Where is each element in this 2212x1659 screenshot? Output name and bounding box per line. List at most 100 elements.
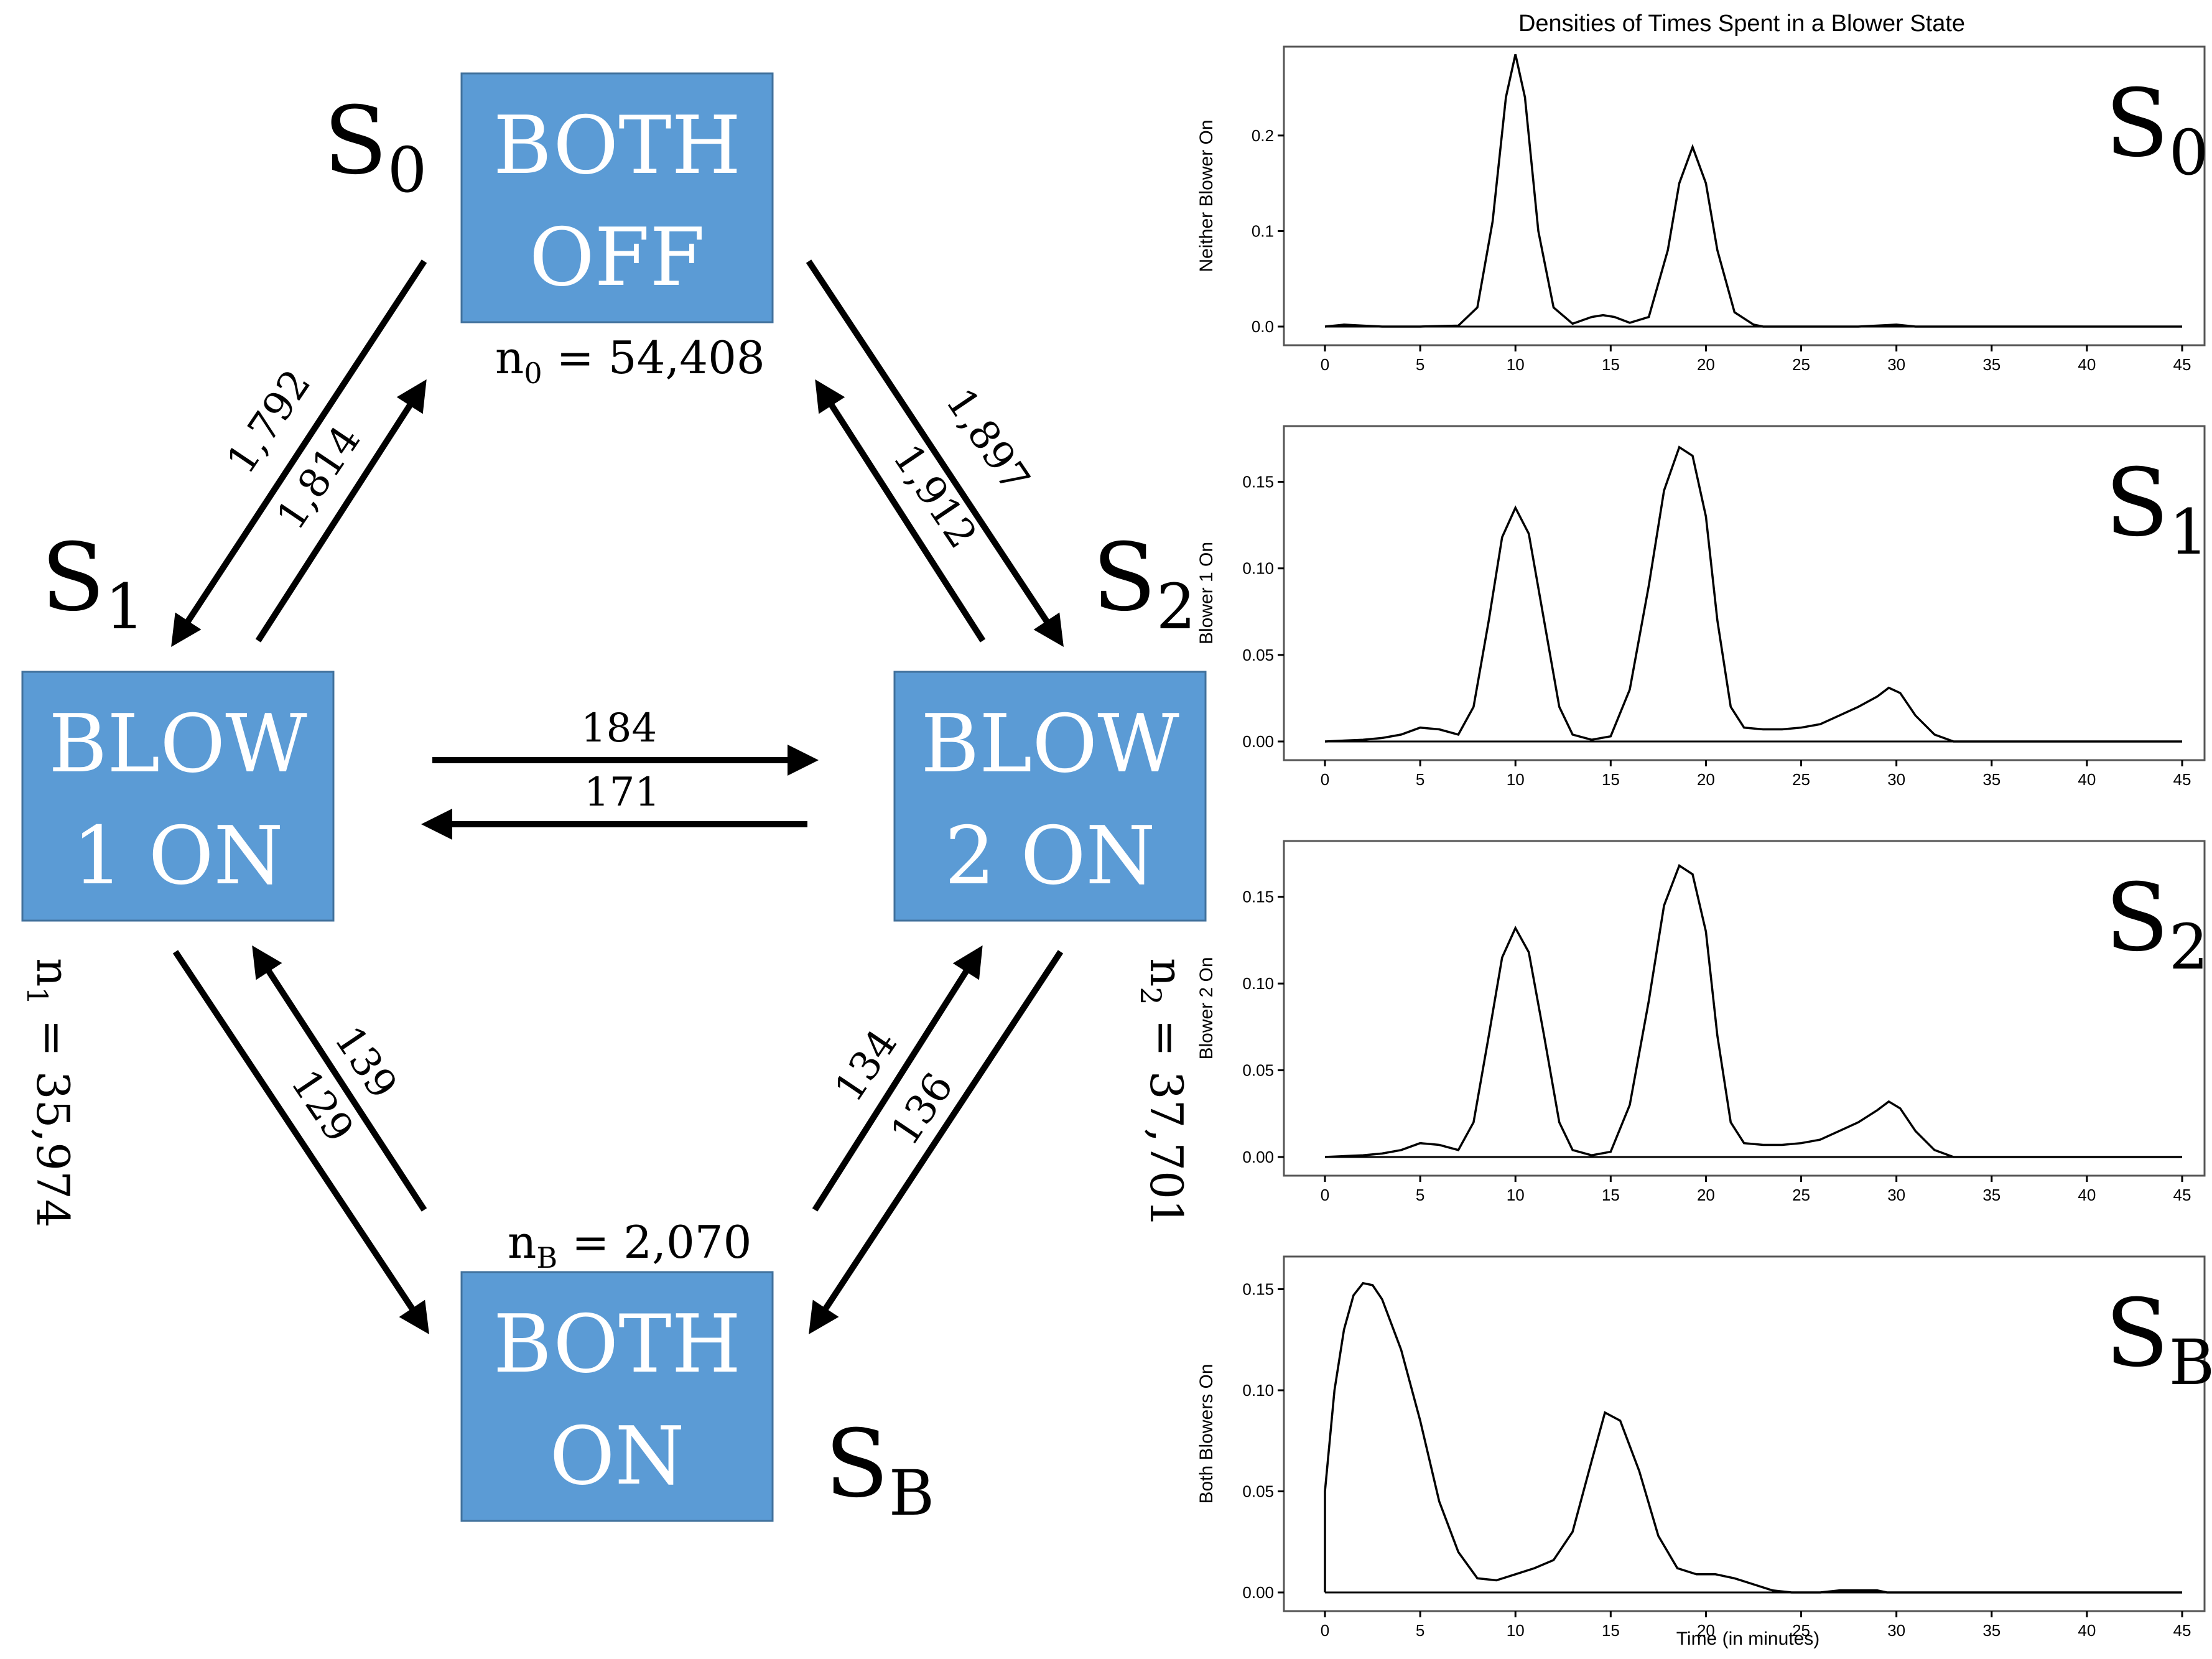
state-s0: BOTH OFF S0 n0 = 54,408 bbox=[323, 72, 774, 390]
x-tick-label: 0 bbox=[1321, 355, 1329, 374]
edge-label-s2-to-sb: 136 bbox=[882, 1065, 963, 1154]
x-tick-label: 10 bbox=[1507, 355, 1525, 374]
y-tick-label: 0.15 bbox=[1242, 473, 1274, 491]
y-axis-title: Neither Blower On bbox=[1196, 119, 1217, 272]
y-tick-label: 0.10 bbox=[1242, 974, 1274, 993]
x-tick-label: 20 bbox=[1697, 1186, 1715, 1204]
y-tick-label: 0.1 bbox=[1252, 221, 1274, 240]
x-tick-label: 25 bbox=[1792, 355, 1810, 374]
edge-label-s1-to-s2: 184 bbox=[581, 705, 657, 751]
state-s1-label: S1 bbox=[41, 524, 144, 643]
state-sb: BOTH ON SB nB = 2,070 bbox=[460, 1216, 934, 1530]
x-tick-label: 5 bbox=[1416, 355, 1424, 374]
x-tick-label: 35 bbox=[1982, 1186, 2001, 1204]
arrow-s2-to-s0 bbox=[815, 379, 986, 643]
panel-state-label: S0 bbox=[2105, 70, 2208, 189]
state-s2-line2: 2 ON bbox=[944, 810, 1155, 903]
panel-frame bbox=[1283, 1255, 2206, 1612]
density-panel-1: 0 5 10 15 20 25 30 35 40 45 0.0 0.1 0.2 Neither Blowe… bbox=[1196, 45, 2208, 374]
x-tick-label: 35 bbox=[1982, 1621, 2001, 1640]
x-tick-label: 0 bbox=[1321, 1186, 1329, 1204]
x-tick-label: 20 bbox=[1697, 355, 1715, 374]
y-tick-label: 0.15 bbox=[1242, 888, 1274, 906]
state-s0-line1: BOTH bbox=[493, 100, 741, 192]
x-axis-title: Time (in minutes) bbox=[1676, 1629, 1820, 1649]
x-tick-label: 20 bbox=[1697, 1621, 1715, 1640]
x-tick-label: 10 bbox=[1507, 1621, 1525, 1640]
state-diagram: BOTH OFF S0 n0 = 54,408 BLOW 1 ON S1 n1 … bbox=[21, 72, 1207, 1530]
y-tick-label: 0.05 bbox=[1242, 1061, 1274, 1080]
state-s2: BLOW 2 ON S2 n2 = 37,701 bbox=[893, 524, 1207, 1228]
arrow-s2-to-sb bbox=[809, 950, 1064, 1335]
arrow-s0-to-s1 bbox=[171, 259, 427, 648]
state-s2-line1: BLOW bbox=[921, 698, 1179, 791]
panel-frame bbox=[1283, 45, 2206, 346]
state-s1-count: n1 = 35,974 bbox=[21, 958, 79, 1228]
x-tick-label: 5 bbox=[1416, 770, 1424, 789]
density-panel-4: 0 5 10 15 20 25 30 35 40 45 0.00 0.05 0.10 0.15 Both B… bbox=[1196, 1255, 2212, 1640]
state-s0-label: S0 bbox=[323, 87, 427, 207]
x-tick-label: 20 bbox=[1697, 770, 1715, 789]
x-tick-label: 30 bbox=[1887, 1186, 1905, 1204]
edge-label-sb-to-s2: 134 bbox=[826, 1021, 907, 1110]
state-s1: BLOW 1 ON S1 n1 = 35,974 bbox=[21, 524, 335, 1228]
panel-frame bbox=[1283, 840, 2206, 1177]
density-curve bbox=[1324, 445, 2182, 743]
x-tick-label: 25 bbox=[1792, 770, 1810, 789]
density-charts: Densities of Times Spent in a Blower Sta… bbox=[1196, 11, 2212, 1649]
panel-state-label: S2 bbox=[2105, 864, 2208, 983]
y-axis-title: Both Blowers On bbox=[1196, 1364, 1217, 1503]
y-axis-title: Blower 2 On bbox=[1196, 957, 1217, 1059]
y-tick-label: 0.05 bbox=[1242, 646, 1274, 664]
state-sb-line2: ON bbox=[550, 1410, 685, 1503]
y-tick-label: 0.05 bbox=[1242, 1482, 1274, 1501]
x-tick-label: 40 bbox=[2078, 1186, 2096, 1204]
y-tick-label: 0.15 bbox=[1242, 1280, 1274, 1299]
arrow-s0-to-s2 bbox=[806, 259, 1064, 648]
x-tick-label: 15 bbox=[1602, 1186, 1620, 1204]
x-tick-label: 25 bbox=[1792, 1621, 1810, 1640]
density-panel-3: 0 5 10 15 20 25 30 35 40 45 0.00 0.05 0.10 0.15 Blower… bbox=[1196, 840, 2208, 1204]
edge-label-s2-to-s1: 171 bbox=[584, 769, 660, 816]
y-tick-label: 0.10 bbox=[1242, 1381, 1274, 1400]
x-tick-label: 45 bbox=[2173, 770, 2191, 789]
arrow-s1-to-sb bbox=[172, 950, 429, 1334]
state-s0-line2: OFF bbox=[529, 211, 705, 304]
state-s0-count: n0 = 54,408 bbox=[495, 332, 765, 390]
y-tick-label: 0.2 bbox=[1252, 126, 1274, 145]
x-tick-label: 15 bbox=[1602, 355, 1620, 374]
state-s1-box bbox=[21, 671, 335, 922]
x-tick-label: 45 bbox=[2173, 355, 2191, 374]
x-tick-label: 5 bbox=[1416, 1621, 1424, 1640]
arrow-sb-to-s1 bbox=[252, 945, 427, 1212]
state-sb-count: nB = 2,070 bbox=[508, 1216, 751, 1275]
state-sb-label: SB bbox=[825, 1410, 934, 1530]
y-axis-title: Blower 1 On bbox=[1196, 542, 1217, 644]
y-tick-label: 0.00 bbox=[1242, 732, 1274, 751]
x-tick-label: 15 bbox=[1602, 770, 1620, 789]
arrow-sb-to-s2 bbox=[812, 945, 983, 1212]
x-tick-label: 5 bbox=[1416, 1186, 1424, 1204]
panel-state-label: SB bbox=[2105, 1280, 2212, 1399]
x-tick-label: 0 bbox=[1321, 1621, 1329, 1640]
density-panel-2: 0 5 10 15 20 25 30 35 40 45 0.00 0.05 0.10 0.15 Blower… bbox=[1196, 425, 2208, 789]
y-tick-label: 0.10 bbox=[1242, 559, 1274, 578]
x-tick-label: 40 bbox=[2078, 770, 2096, 789]
x-tick-label: 35 bbox=[1982, 770, 2001, 789]
arrow-s1-to-s0 bbox=[255, 379, 427, 643]
x-tick-label: 25 bbox=[1792, 1186, 1810, 1204]
panel-frame bbox=[1283, 425, 2206, 761]
y-tick-label: 0.0 bbox=[1252, 317, 1274, 336]
density-curve bbox=[1324, 53, 2182, 328]
state-s2-label: S2 bbox=[1092, 524, 1196, 643]
y-tick-label: 0.00 bbox=[1242, 1583, 1274, 1602]
x-tick-label: 40 bbox=[2078, 355, 2096, 374]
density-curve bbox=[1324, 1281, 2182, 1594]
state-s2-count: n2 = 37,701 bbox=[1134, 958, 1192, 1228]
x-tick-label: 30 bbox=[1887, 1621, 1905, 1640]
x-tick-label: 30 bbox=[1887, 355, 1905, 374]
state-s1-line2: 1 ON bbox=[72, 810, 283, 903]
state-sb-box bbox=[460, 1271, 774, 1522]
x-tick-label: 45 bbox=[2173, 1186, 2191, 1204]
